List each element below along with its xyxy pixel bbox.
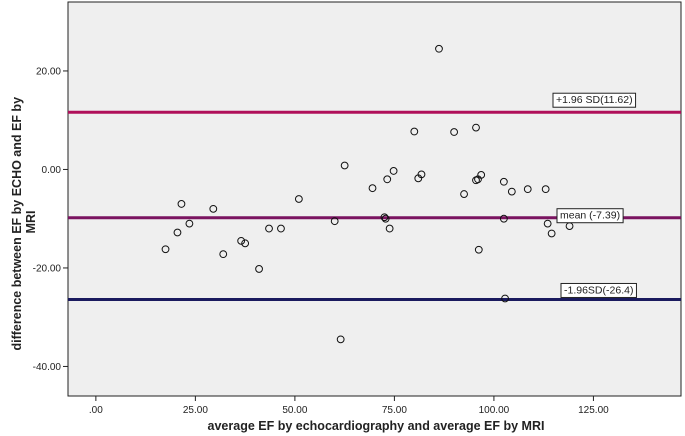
- reference-line-label-0: +1.96 SD(11.62): [556, 94, 633, 106]
- data-point-18: [383, 175, 392, 184]
- data-point-34: [501, 294, 509, 303]
- x-tick-label-2: 50.00: [282, 405, 307, 416]
- reference-line-label-box-0: [552, 92, 637, 108]
- y-axis-title: difference between EF by ECHO and EF by …: [10, 93, 38, 350]
- reference-line-label-box-1: [556, 208, 624, 224]
- data-point-6: [237, 236, 246, 245]
- data-point-8: [255, 265, 263, 273]
- y-tick-label-2: -20.00: [33, 263, 62, 274]
- y-axis-ticks: 20.00 0.00 -20.00 -40.00: [33, 66, 68, 373]
- data-point-20: [389, 167, 398, 175]
- reference-line-label-box-2: [560, 282, 637, 298]
- data-point-2: [177, 200, 186, 208]
- y-tick-label-0: 20.00: [36, 66, 61, 77]
- data-point-36: [523, 185, 532, 194]
- data-point-39: [547, 229, 556, 238]
- data-point-33: [499, 214, 508, 223]
- data-point-26: [460, 190, 468, 198]
- data-point-3: [185, 219, 194, 228]
- y-axis-title-line-2: MRI: [24, 211, 38, 234]
- data-point-32: [499, 177, 508, 186]
- data-point-9: [265, 224, 273, 233]
- data-point-27: [472, 123, 480, 132]
- x-tick-label-0: .00: [89, 405, 103, 416]
- data-point-30: [474, 245, 483, 254]
- reference-line-label-2: -1.96SD(-26.4): [564, 284, 633, 296]
- x-tick-label-4: 100.00: [479, 405, 510, 416]
- data-point-16: [380, 213, 389, 222]
- data-point-5: [219, 250, 228, 259]
- y-tick-label-1: 0.00: [42, 165, 62, 176]
- data-point-23: [417, 170, 426, 179]
- data-point-11: [294, 195, 303, 203]
- data-point-24: [435, 44, 443, 53]
- data-point-37: [541, 185, 550, 194]
- x-axis-ticks: .00 25.00 50.00 75.00 100.00 125.00: [89, 396, 609, 416]
- data-point-17: [381, 214, 390, 223]
- x-axis-title: average EF by echocardiography and avera…: [208, 419, 545, 433]
- data-point-10: [277, 224, 285, 233]
- reference-line-labels: +1.96 SD(11.62) mean (-7.39) -1.96SD(-26.4…: [552, 92, 637, 298]
- data-point-13: [336, 335, 345, 344]
- data-point-21: [410, 127, 419, 136]
- data-point-31: [477, 170, 486, 179]
- plot-area: [67, 1, 682, 397]
- data-point-38: [543, 219, 552, 228]
- data-point-7: [241, 239, 250, 248]
- data-point-15: [368, 184, 377, 193]
- y-axis-title-line-1: difference between EF by ECHO and EF by: [10, 97, 24, 351]
- reference-line-label-1: mean (-7.39): [560, 210, 620, 222]
- data-point-0: [161, 245, 170, 254]
- data-point-12: [330, 217, 339, 226]
- data-point-19: [385, 224, 394, 233]
- y-tick-label-3: -40.00: [33, 362, 62, 373]
- data-point-14: [340, 161, 349, 170]
- data-point-1: [173, 228, 182, 237]
- x-tick-label-1: 25.00: [183, 405, 208, 416]
- data-point-4: [209, 204, 218, 213]
- data-point-25: [450, 128, 459, 136]
- x-tick-label-5: 125.00: [578, 405, 609, 416]
- data-point-35: [507, 187, 516, 196]
- x-tick-label-3: 75.00: [382, 405, 407, 416]
